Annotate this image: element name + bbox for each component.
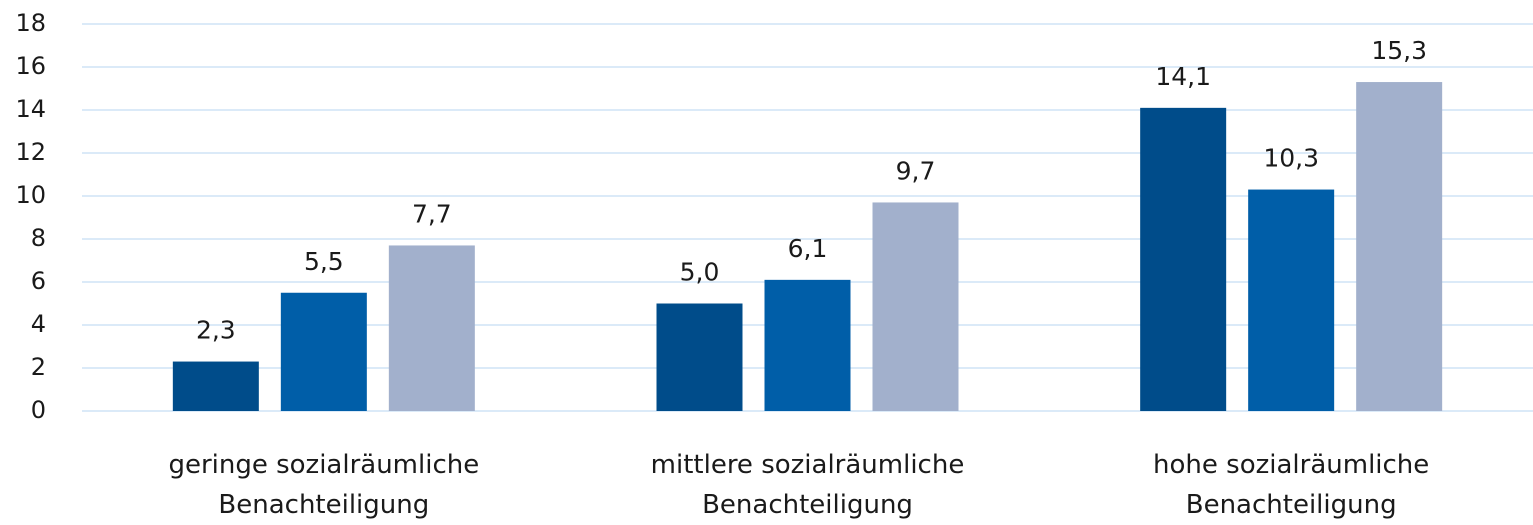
bar <box>872 202 959 411</box>
data-label: 7,7 <box>412 199 452 228</box>
bar <box>280 292 367 411</box>
y-tick-label: 10 <box>15 181 46 209</box>
bar <box>764 279 851 411</box>
y-tick-label: 14 <box>15 95 46 123</box>
bar <box>1356 82 1443 412</box>
data-label: 14,1 <box>1155 62 1211 91</box>
x-tick-label: hohe sozialräumliche Benachteiligung <box>1153 450 1430 520</box>
data-label: 6,1 <box>788 234 828 263</box>
y-tick-label: 0 <box>31 396 46 424</box>
bar <box>172 361 259 411</box>
y-tick-label: 16 <box>15 52 46 80</box>
y-tick-label: 6 <box>31 267 46 295</box>
bar <box>388 245 475 411</box>
bar <box>1140 107 1227 411</box>
y-tick-label: 18 <box>15 9 46 37</box>
y-tick-label: 2 <box>31 353 46 381</box>
data-label: 9,7 <box>896 156 936 185</box>
data-label: 2,3 <box>196 316 236 345</box>
bar <box>656 303 743 411</box>
data-label: 15,3 <box>1371 36 1427 65</box>
x-tick-label: geringe sozialräumliche Benachteiligung <box>168 450 480 520</box>
y-tick-label: 12 <box>15 138 46 166</box>
bar <box>1248 189 1335 411</box>
data-label: 10,3 <box>1263 144 1319 173</box>
x-tick-label: mittlere sozialräumliche Benachteiligung <box>650 450 965 520</box>
y-tick-label: 4 <box>31 310 46 338</box>
data-label: 5,5 <box>304 247 344 276</box>
data-label: 5,0 <box>680 258 720 287</box>
y-tick-label: 8 <box>31 224 46 252</box>
